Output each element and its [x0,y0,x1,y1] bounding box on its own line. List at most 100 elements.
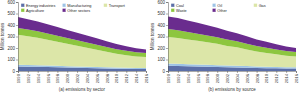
x-tick-mark [257,71,258,73]
x-tick-mark [67,71,68,73]
x-tick-mark [188,71,189,73]
area [18,28,146,57]
y-tick-label: 0 [162,69,165,74]
y-tick-label: 400 [7,23,15,28]
x-tick-mark [296,71,297,73]
legend-label: Waste [176,9,187,13]
x-tick: 2016 [144,71,149,83]
y-tick-label: 200 [7,46,15,51]
x-tick-mark [276,71,277,73]
x-axis: 1990199219941996199820002002200420062008… [16,71,149,83]
y-tick-mark [166,25,168,26]
x-tick: 2004 [235,71,240,83]
x-tick-label: 1992 [176,73,181,83]
x-tick-label: 2016 [294,73,299,83]
x-tick: 1994 [36,71,41,83]
x-tick: 2006 [245,71,250,83]
x-tick: 2008 [105,71,110,83]
x-tick-label: 2006 [245,73,250,83]
x-axis-title: (b) emissions by source [208,87,256,92]
y-tick: 200 [157,46,168,51]
y-tick-label: 400 [157,23,165,28]
x-tick-label: 2002 [225,73,230,83]
legend-item: Oil [212,4,222,8]
x-tick-label: 2016 [144,73,149,83]
x-tick-mark [126,71,127,73]
x-tick-label: 2000 [65,73,70,83]
x-tick: 2016 [294,71,299,83]
legend-item: Gas [254,4,266,8]
y-tick-mark [166,14,168,15]
y-tick-mark [16,14,18,15]
x-tick-mark [97,71,98,73]
legend-swatch [212,4,216,8]
y-tick-mark [16,25,18,26]
panel: 1990199219941996199820002002200420062008… [150,0,299,91]
y-tick: 100 [157,57,168,62]
y-tick: 0 [12,69,18,74]
legend-swatch [171,4,175,8]
x-tick-mark [136,71,137,73]
x-tick-label: 1992 [26,73,31,83]
y-tick-label: 100 [7,57,15,62]
x-tick-label: 2012 [274,73,279,83]
x-axis-line [169,72,297,74]
y-tick-mark [166,60,168,61]
x-tick: 2000 [65,71,70,83]
legend-item: Other sectors [62,9,90,13]
y-axis-title: Million tonnes [150,22,155,50]
x-tick-label: 1998 [55,73,60,83]
x-tick: 2012 [274,71,279,83]
y-tick: 600 [157,0,168,5]
legend-item: Waste [171,9,187,13]
x-tick-label: 1998 [205,73,210,83]
x-tick: 1998 [55,71,60,83]
legend-label: Other sectors [67,9,90,13]
x-tick-mark [38,71,39,73]
y-axis-line [16,3,19,72]
legend-swatch [171,9,175,13]
x-tick: 1994 [186,71,191,83]
x-tick-label: 2012 [124,73,129,83]
y-tick-label: 600 [157,0,165,5]
x-tick-label: 2008 [255,73,260,83]
y-tick: 600 [7,0,18,5]
y-tick-mark [166,71,168,72]
legend-item: Other [212,9,227,13]
legend-swatch [254,4,258,8]
x-tick-mark [266,71,267,73]
x-tick-mark [28,71,29,73]
x-tick: 2000 [215,71,220,83]
y-axis-title: Million tonnes [0,22,5,50]
legend-label: Other [217,9,227,13]
x-tick-label: 2014 [134,73,139,83]
y-tick: 400 [157,23,168,28]
x-tick: 2002 [225,71,230,83]
area [18,17,146,53]
x-tick-mark [217,71,218,73]
x-tick: 2010 [114,71,119,83]
y-tick-label: 500 [157,11,165,16]
x-tick: 2014 [284,71,289,83]
x-tick-mark [178,71,179,73]
x-tick-mark [237,71,238,73]
legend-swatch [62,9,65,13]
x-axis-title: (a) emissions by sector [59,87,106,92]
x-tick-mark [247,71,248,73]
x-tick-mark [198,71,199,73]
x-tick: 1996 [46,71,51,83]
legend-swatch [104,4,108,8]
y-tick: 0 [162,69,168,74]
x-tick: 2012 [124,71,129,83]
y-tick-mark [166,48,168,49]
y-axis: 0100200300400500600 [7,0,18,74]
y-tick-label: 0 [12,69,15,74]
y-tick-mark [16,60,18,61]
y-tick-mark [16,2,18,3]
legend-label: Transport [109,4,126,8]
x-tick: 2002 [75,71,80,83]
legend-item: Agriculture [21,9,44,13]
legend-label: Energy industries [26,4,55,8]
x-tick-label: 1990 [166,73,171,83]
x-tick-label: 2010 [114,73,119,83]
